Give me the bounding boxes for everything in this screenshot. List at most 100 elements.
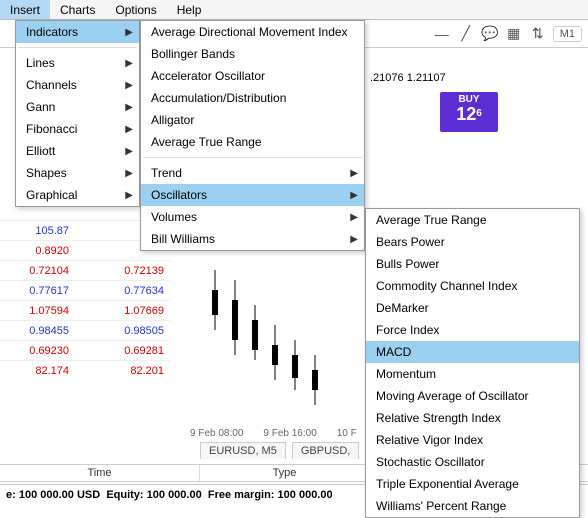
price-bid: 0.69230 <box>0 341 75 361</box>
insert-fibonacci[interactable]: Fibonacci▶ <box>16 118 139 140</box>
grid-icon[interactable]: ▦ <box>505 25 523 42</box>
indicators-accumulation-distribution[interactable]: Accumulation/Distribution <box>141 87 364 109</box>
chart-tab[interactable]: EURUSD, M5 <box>200 442 286 459</box>
menu-item-label: Average True Range <box>376 213 573 227</box>
status-margin: 100 000.00 <box>278 489 333 501</box>
menu-help[interactable]: Help <box>167 0 212 19</box>
submenu-arrow-icon: ▶ <box>350 234 358 245</box>
line-icon[interactable]: — <box>433 26 451 42</box>
trendline-icon[interactable]: ╱ <box>457 25 475 42</box>
menu-item-label: Indicators <box>26 25 125 39</box>
price-row[interactable]: 0.984550.98505 <box>0 321 170 341</box>
menu-item-label: Volumes <box>151 210 350 224</box>
price-row[interactable]: 82.17482.201 <box>0 361 170 381</box>
menu-item-label: Trend <box>151 166 350 180</box>
header-type: Type <box>200 465 370 481</box>
indicators-alligator[interactable]: Alligator <box>141 109 364 131</box>
price-row[interactable]: 0.721040.72139 <box>0 261 170 281</box>
price-bid: 1.07594 <box>0 301 75 321</box>
buy-button[interactable]: BUY 126 <box>440 92 498 132</box>
menu-item-label: Accumulation/Distribution <box>151 91 358 105</box>
insert-graphical[interactable]: Graphical▶ <box>16 184 139 206</box>
price-ask: 1.07669 <box>75 301 170 321</box>
oscillators-average-true-range[interactable]: Average True Range <box>366 209 579 231</box>
oscillators-bears-power[interactable]: Bears Power <box>366 231 579 253</box>
settings-icon[interactable]: ⇅ <box>529 25 547 42</box>
oscillators-relative-strength-index[interactable]: Relative Strength Index <box>366 407 579 429</box>
oscillators-stochastic-oscillator[interactable]: Stochastic Oscillator <box>366 451 579 473</box>
oscillators-demarker[interactable]: DeMarker <box>366 297 579 319</box>
price-ask: 0.77634 <box>75 281 170 301</box>
indicators-bill-williams[interactable]: Bill Williams▶ <box>141 228 364 250</box>
insert-elliott[interactable]: Elliott▶ <box>16 140 139 162</box>
price-row[interactable]: 0.776170.77634 <box>0 281 170 301</box>
oscillators-momentum[interactable]: Momentum <box>366 363 579 385</box>
indicators-bollinger-bands[interactable]: Bollinger Bands <box>141 43 364 65</box>
indicators-menu: Average Directional Movement Index Bollin… <box>140 20 365 251</box>
menu-item-label: Average True Range <box>151 135 358 149</box>
insert-shapes[interactable]: Shapes▶ <box>16 162 139 184</box>
timeframe-button[interactable]: M1 <box>553 26 582 42</box>
submenu-arrow-icon: ▶ <box>125 190 133 201</box>
insert-gann[interactable]: Gann▶ <box>16 96 139 118</box>
insert-channels[interactable]: Channels▶ <box>16 74 139 96</box>
oscillators-relative-vigor-index[interactable]: Relative Vigor Index <box>366 429 579 451</box>
indicators-volumes[interactable]: Volumes▶ <box>141 206 364 228</box>
chart-tab[interactable]: GBPUSD, <box>292 442 360 459</box>
price-bid: 0.98455 <box>0 321 75 341</box>
time-tick: 9 Feb 16:00 <box>263 428 316 439</box>
menu-item-label: Bill Williams <box>151 232 350 246</box>
oscillators-williams-percent-range[interactable]: Williams' Percent Range <box>366 495 579 517</box>
oscillators-force-index[interactable]: Force Index <box>366 319 579 341</box>
chart-candles <box>180 260 360 430</box>
oscillators-commodity-channel-index[interactable]: Commodity Channel Index <box>366 275 579 297</box>
price-bid: 0.72104 <box>0 261 75 281</box>
submenu-arrow-icon: ▶ <box>125 58 133 69</box>
menu-options[interactable]: Options <box>105 0 166 19</box>
menu-item-label: Bears Power <box>376 235 573 249</box>
menu-item-label: Fibonacci <box>26 122 125 136</box>
price-bid: 0.8920 <box>0 241 75 261</box>
oscillators-macd[interactable]: MACD <box>366 341 579 363</box>
menu-insert[interactable]: Insert <box>0 0 50 19</box>
menu-charts[interactable]: Charts <box>50 0 105 19</box>
oscillators-triple-exponential-average[interactable]: Triple Exponential Average <box>366 473 579 495</box>
oscillators-menu: Average True Range Bears Power Bulls Power… <box>365 208 580 518</box>
indicators-accelerator-oscillator[interactable]: Accelerator Oscillator <box>141 65 364 87</box>
menu-item-label: Relative Vigor Index <box>376 433 573 447</box>
submenu-arrow-icon: ▶ <box>125 80 133 91</box>
menu-item-label: DeMarker <box>376 301 573 315</box>
chart-tabs: EURUSD, M5 GBPUSD, <box>200 442 359 459</box>
indicators-oscillators[interactable]: Oscillators▶ <box>141 184 364 206</box>
submenu-arrow-icon: ▶ <box>125 102 133 113</box>
menu-item-label: Shapes <box>26 166 125 180</box>
indicators-average-directional-movement-index[interactable]: Average Directional Movement Index <box>141 21 364 43</box>
oscillators-bulls-power[interactable]: Bulls Power <box>366 253 579 275</box>
price-row[interactable]: 1.075941.07669 <box>0 301 170 321</box>
price-row[interactable]: 0.692300.69281 <box>0 341 170 361</box>
submenu-arrow-icon: ▶ <box>125 168 133 179</box>
menu-item-label: Relative Strength Index <box>376 411 573 425</box>
indicators-trend[interactable]: Trend▶ <box>141 162 364 184</box>
status-balance-label: e: <box>6 489 16 501</box>
menu-item-label: Momentum <box>376 367 573 381</box>
oscillators-moving-average-of-oscillator[interactable]: Moving Average of Oscillator <box>366 385 579 407</box>
status-equity: 100 000.00 <box>147 489 202 501</box>
menu-item-label: Bollinger Bands <box>151 47 358 61</box>
buy-price-sup: 6 <box>476 108 482 119</box>
quote-text: .21076 1.21107 <box>370 72 446 84</box>
menu-item-label: Force Index <box>376 323 573 337</box>
submenu-arrow-icon: ▶ <box>125 27 133 38</box>
price-bid: 82.174 <box>0 361 75 381</box>
submenu-arrow-icon: ▶ <box>350 168 358 179</box>
menu-item-label: Oscillators <box>151 188 350 202</box>
comment-icon[interactable]: 💬 <box>481 25 499 42</box>
indicators-average-true-range[interactable]: Average True Range <box>141 131 364 153</box>
menu-item-label: Triple Exponential Average <box>376 477 573 491</box>
menu-item-label: Graphical <box>26 188 125 202</box>
submenu-arrow-icon: ▶ <box>350 212 358 223</box>
menu-item-label: MACD <box>376 345 573 359</box>
insert-indicators[interactable]: Indicators▶ <box>16 21 139 43</box>
insert-lines[interactable]: Lines▶ <box>16 52 139 74</box>
price-ask: 0.72139 <box>75 261 170 281</box>
